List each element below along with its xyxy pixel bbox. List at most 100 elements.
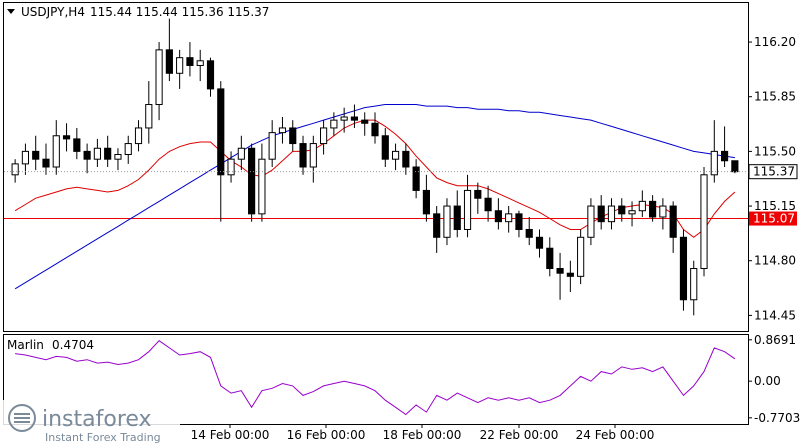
- indicator-value: 0.4704: [52, 338, 94, 352]
- candle-body: [145, 104, 153, 129]
- candle-body: [237, 147, 245, 160]
- candle-body: [381, 135, 389, 160]
- dropdown-triangle-icon[interactable]: [7, 9, 15, 14]
- time-tick-label: 22 Feb 00:00: [480, 428, 559, 442]
- symbol-label: USDJPY,H4: [21, 5, 85, 19]
- candle-body: [607, 205, 616, 223]
- candle-body: [42, 158, 50, 168]
- candle-body: [463, 189, 472, 230]
- osc-tick-label: -0.7703: [754, 411, 800, 425]
- candle-body: [587, 205, 595, 238]
- candle-body: [474, 189, 482, 199]
- candle-body: [402, 150, 410, 168]
- instaforex-logo: instaforex Instant Forex Trading: [0, 400, 180, 446]
- candle-body: [320, 127, 328, 145]
- candle-body: [628, 210, 636, 215]
- candle-body: [93, 147, 101, 160]
- time-tick-label: 18 Feb 00:00: [383, 428, 462, 442]
- candle-body: [731, 160, 739, 173]
- candle-body: [535, 236, 544, 249]
- time-tick-label: 16 Feb 00:00: [287, 428, 366, 442]
- indicator-name: Marlin: [7, 338, 44, 352]
- candle-body: [391, 150, 400, 160]
- current-price-line: 115.37: [4, 164, 798, 180]
- current-price-label: 115.37: [753, 165, 795, 179]
- candle-body: [710, 150, 718, 176]
- candle-body: [515, 213, 523, 230]
- candle-body: [258, 158, 266, 215]
- level-label: 115.07: [753, 212, 795, 226]
- price-tick-label: 114.45: [754, 308, 796, 322]
- candle-body: [134, 127, 143, 145]
- candle-body: [155, 49, 163, 106]
- candle-body: [21, 150, 30, 165]
- candle-body: [104, 147, 112, 160]
- candle-body: [525, 228, 533, 238]
- watermark-tagline: Instant Forex Trading: [45, 431, 161, 444]
- time-tick-label: 24 Feb 00:00: [576, 428, 655, 442]
- level-label-box: [749, 211, 797, 226]
- oscillator-axis: 0.8691 0.00 -0.7703: [748, 333, 800, 425]
- candle-body: [505, 213, 513, 223]
- candle-body: [577, 236, 585, 277]
- level-line: 115.07: [4, 211, 797, 226]
- price-tick-label: 116.20: [754, 35, 796, 49]
- candle-body: [659, 205, 667, 218]
- candle-body: [83, 150, 91, 160]
- candle-body: [690, 268, 698, 301]
- ma-slow-path: [14, 104, 735, 290]
- candles: [11, 18, 739, 316]
- candle-body: [299, 143, 307, 168]
- candle-body: [618, 205, 626, 215]
- candle-body: [566, 272, 574, 277]
- candle-body: [227, 158, 235, 176]
- candle-body: [62, 135, 71, 140]
- candle-body: [494, 210, 502, 223]
- candle-body: [669, 205, 677, 238]
- time-tick-label: 14 Feb 00:00: [191, 428, 270, 442]
- current-price-box: [748, 164, 798, 180]
- oscillator-line: [15, 340, 736, 416]
- price-tick-label: 115.50: [754, 144, 796, 158]
- candle-body: [649, 200, 657, 218]
- price-tick-label: 115.15: [754, 199, 796, 213]
- candle-body: [268, 132, 276, 160]
- candle-body: [340, 116, 348, 121]
- candle-body: [165, 49, 173, 74]
- candle-body: [371, 122, 379, 137]
- indicator-panel-frame: [3, 334, 749, 425]
- candle-body: [433, 213, 441, 238]
- candle-body: [73, 138, 81, 152]
- candle-body: [278, 127, 287, 134]
- ma-slow-line: [14, 104, 735, 290]
- candle-body: [443, 205, 451, 238]
- candle-body: [248, 147, 256, 215]
- ohlc-values: 115.44 115.44 115.36 115.37: [90, 5, 269, 19]
- candle-body: [556, 268, 564, 274]
- osc-tick-label: 0.8691: [754, 333, 796, 347]
- candle-body: [412, 166, 420, 191]
- candle-body: [638, 200, 646, 212]
- candle-body: [114, 154, 122, 160]
- candle-body: [206, 60, 215, 90]
- candle-body: [720, 150, 729, 162]
- oscillator-path: [15, 340, 736, 416]
- candle-body: [597, 205, 605, 223]
- price-tick-label: 114.80: [754, 254, 796, 268]
- candle-body: [350, 116, 359, 121]
- watermark-brand: instaforex: [42, 407, 152, 432]
- price-axis: 116.20 115.85 115.50 115.15 114.80 114.45: [748, 35, 796, 322]
- candle-body: [124, 143, 132, 156]
- candle-body: [217, 88, 225, 176]
- candle-body: [546, 247, 554, 270]
- candle-body: [361, 119, 369, 124]
- candle-body: [32, 150, 40, 160]
- candle-body: [196, 60, 204, 66]
- time-axis: 14 Feb 00:00 16 Feb 00:00 18 Feb 00:00 22 F…: [191, 424, 655, 442]
- candle-body: [484, 197, 492, 212]
- candle-body: [186, 57, 194, 66]
- candle-body: [453, 205, 461, 230]
- candle-body: [52, 135, 60, 168]
- price-tick-label: 115.85: [754, 90, 796, 104]
